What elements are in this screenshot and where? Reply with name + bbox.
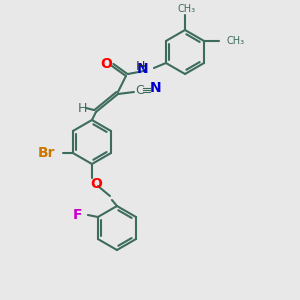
Text: H: H	[135, 59, 145, 73]
Text: CH₃: CH₃	[226, 36, 244, 46]
Text: H: H	[77, 101, 87, 115]
Text: F: F	[72, 208, 82, 222]
Text: O: O	[90, 177, 102, 191]
Text: N: N	[150, 81, 162, 95]
Text: N: N	[136, 62, 148, 76]
Text: O: O	[100, 57, 112, 71]
Text: Br: Br	[38, 146, 55, 160]
Text: C: C	[136, 83, 144, 97]
Text: CH₃: CH₃	[178, 4, 196, 14]
